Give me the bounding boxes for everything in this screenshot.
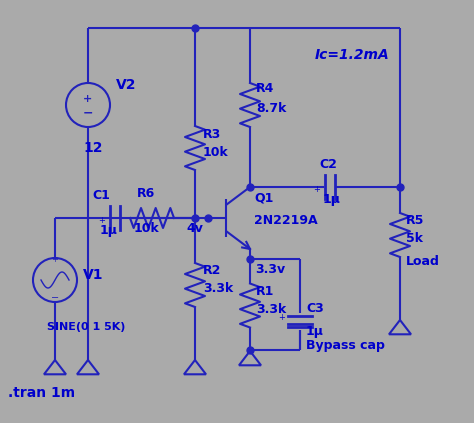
Text: 1μ: 1μ xyxy=(100,224,118,237)
Text: R3: R3 xyxy=(203,127,221,140)
Text: Bypass cap: Bypass cap xyxy=(306,340,385,352)
Text: 2N2219A: 2N2219A xyxy=(254,214,318,226)
Text: Load: Load xyxy=(406,255,440,268)
Text: 1μ: 1μ xyxy=(323,193,341,206)
Text: +: + xyxy=(313,185,320,194)
Text: C1: C1 xyxy=(92,189,110,202)
Text: 1μ: 1μ xyxy=(306,326,324,338)
Text: 5k: 5k xyxy=(406,233,423,245)
Text: +: + xyxy=(83,94,92,104)
Text: C3: C3 xyxy=(306,302,324,314)
Text: 3.3v: 3.3v xyxy=(255,263,285,276)
Text: Q1: Q1 xyxy=(254,192,273,204)
Text: +: + xyxy=(52,255,58,264)
Text: R6: R6 xyxy=(137,187,155,200)
Text: C2: C2 xyxy=(319,158,337,171)
Text: 8.7k: 8.7k xyxy=(256,102,286,115)
Text: 10k: 10k xyxy=(203,146,229,159)
Text: Ic=1.2mA: Ic=1.2mA xyxy=(315,48,390,62)
Text: −: − xyxy=(51,293,59,303)
Text: R1: R1 xyxy=(256,285,274,298)
Text: .tran 1m: .tran 1m xyxy=(8,386,75,400)
Text: R2: R2 xyxy=(203,264,221,277)
Text: 10k: 10k xyxy=(133,222,159,235)
Text: +: + xyxy=(98,216,105,225)
Text: 3.3k: 3.3k xyxy=(256,303,286,316)
Text: −: − xyxy=(83,107,93,120)
Text: +: + xyxy=(278,313,285,321)
Text: R5: R5 xyxy=(406,214,424,228)
Text: V2: V2 xyxy=(116,78,137,92)
Text: R4: R4 xyxy=(256,82,274,96)
Text: 4v: 4v xyxy=(186,222,203,235)
Text: V1: V1 xyxy=(83,268,103,282)
Text: 12: 12 xyxy=(83,141,103,155)
Text: SINE(0 1 5K): SINE(0 1 5K) xyxy=(47,322,126,332)
Text: 3.3k: 3.3k xyxy=(203,283,233,296)
